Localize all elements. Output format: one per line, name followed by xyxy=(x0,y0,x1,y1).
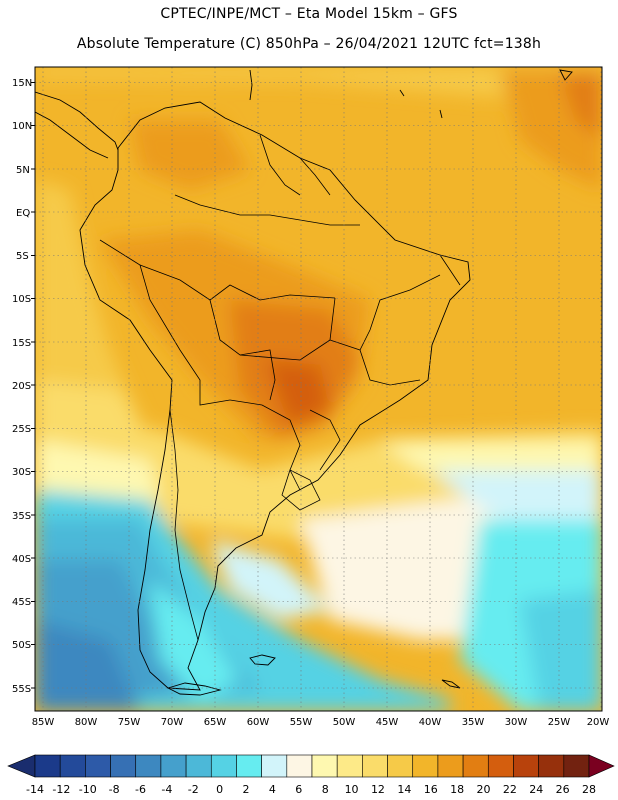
tierra-del-fuego-outline xyxy=(166,682,222,696)
colorbar-label: 10 xyxy=(345,783,359,796)
map-frame xyxy=(34,66,603,712)
temperature-field xyxy=(35,67,602,711)
lat-lon-grid xyxy=(35,67,602,711)
title-line-1: CPTEC/INPE/MCT – Eta Model 15km – GFS xyxy=(160,6,458,22)
lat-label: 45S xyxy=(12,597,31,608)
lon-label: 60W xyxy=(247,717,270,728)
colorbar-swatch xyxy=(563,754,590,778)
colorbar-label: 2 xyxy=(243,783,250,796)
continent-outline xyxy=(79,101,471,691)
lat-label: 30S xyxy=(12,467,31,478)
colorbar-swatch xyxy=(412,754,439,778)
colorbar-swatch xyxy=(311,754,338,778)
colorbar-swatch xyxy=(261,754,288,778)
lat-label: 10N xyxy=(12,121,32,132)
colorbar-swatch xyxy=(286,754,313,778)
lon-label: 20W xyxy=(587,717,610,728)
lon-label: 50W xyxy=(333,717,356,728)
colorbar-swatch xyxy=(210,754,237,778)
colorbar-swatch xyxy=(462,754,489,778)
colorbar-label: 20 xyxy=(476,783,490,796)
lat-label: 20S xyxy=(12,381,31,392)
colorbar-swatch xyxy=(34,754,61,778)
longitude-axis: 85W 80W 75W 70W 65W 60W 55W 50W 45W 40W … xyxy=(32,717,610,728)
lat-label: 35S xyxy=(12,511,31,522)
colorbar-low-arrow xyxy=(7,754,36,778)
lon-label: 25W xyxy=(548,717,571,728)
colorbar-swatch xyxy=(85,754,111,778)
colorbar-label: 0 xyxy=(216,783,223,796)
colorbar-label: -2 xyxy=(188,783,199,796)
colorbar-label: -6 xyxy=(135,783,146,796)
colorbar-swatch xyxy=(185,754,212,778)
colorbar-label: -12 xyxy=(52,783,70,796)
latitude-axis: 15N 10N 5N EQ 5S 10S 15S 20S 25S 30S 35S… xyxy=(12,78,32,695)
colorbar-label: -10 xyxy=(79,783,97,796)
colorbar-label: -8 xyxy=(109,783,120,796)
south-georgia-outline xyxy=(441,679,461,689)
colorbar-label: 24 xyxy=(529,783,543,796)
colorbar-label: 16 xyxy=(424,783,438,796)
lat-label: 40S xyxy=(12,554,31,565)
colorbar-label: 22 xyxy=(503,783,517,796)
colorbar-label: 26 xyxy=(556,783,570,796)
colorbar-label: 14 xyxy=(397,783,411,796)
colorbar-swatch xyxy=(387,754,414,778)
lon-label: 80W xyxy=(75,717,98,728)
lat-label: 50S xyxy=(12,640,31,651)
colorbar-label: 4 xyxy=(269,783,276,796)
falklands-outline xyxy=(249,654,276,666)
lat-label: 5N xyxy=(16,165,30,176)
lon-label: 55W xyxy=(290,717,313,728)
lon-label: 35W xyxy=(462,717,485,728)
colorbar: -14 -12 -10 -8 -6 -4 -2 0 2 4 6 8 10 12 14 16 18 20 22 24 26… xyxy=(7,754,615,796)
country-borders xyxy=(99,134,461,641)
colorbar-high-arrow xyxy=(588,754,615,778)
colorbar-label: -14 xyxy=(26,783,44,796)
colorbar-label: 18 xyxy=(450,783,464,796)
colorbar-swatch xyxy=(336,754,363,778)
lat-label: 10S xyxy=(12,294,31,305)
lat-label: 5S xyxy=(16,251,29,262)
colorbar-label: 8 xyxy=(322,783,329,796)
lat-label: 15S xyxy=(12,338,31,349)
lat-label: 55S xyxy=(12,684,31,695)
colorbar-swatch xyxy=(59,754,86,778)
colorbar-swatch xyxy=(135,754,162,778)
colorbar-swatch xyxy=(538,754,565,778)
lat-label: 25S xyxy=(12,424,31,435)
colorbar-swatch xyxy=(513,754,539,778)
colorbar-label: 6 xyxy=(295,783,302,796)
colorbar-swatch xyxy=(437,754,464,778)
colorbar-swatch xyxy=(236,754,262,778)
lon-label: 85W xyxy=(32,717,55,728)
lon-label: 65W xyxy=(204,717,227,728)
lon-label: 70W xyxy=(161,717,184,728)
colorbar-swatch xyxy=(110,754,137,778)
colorbar-label: -4 xyxy=(161,783,172,796)
caribbean-outline xyxy=(249,69,573,119)
colorbar-swatch xyxy=(487,754,514,778)
lon-label: 45W xyxy=(376,717,399,728)
lat-label: 15N xyxy=(12,78,32,89)
lat-ticks xyxy=(31,82,35,689)
lon-label: 40W xyxy=(419,717,442,728)
title-line-2: Absolute Temperature (C) 850hPa – 26/04/… xyxy=(76,36,542,52)
lat-label: EQ xyxy=(16,208,30,219)
colorbar-label: 28 xyxy=(582,783,596,796)
lon-label: 75W xyxy=(118,717,141,728)
lon-label: 30W xyxy=(505,717,528,728)
colorbar-swatch xyxy=(362,754,388,778)
colorbar-swatch xyxy=(160,754,187,778)
central-america-outline xyxy=(35,91,119,159)
colorbar-label: 12 xyxy=(371,783,385,796)
